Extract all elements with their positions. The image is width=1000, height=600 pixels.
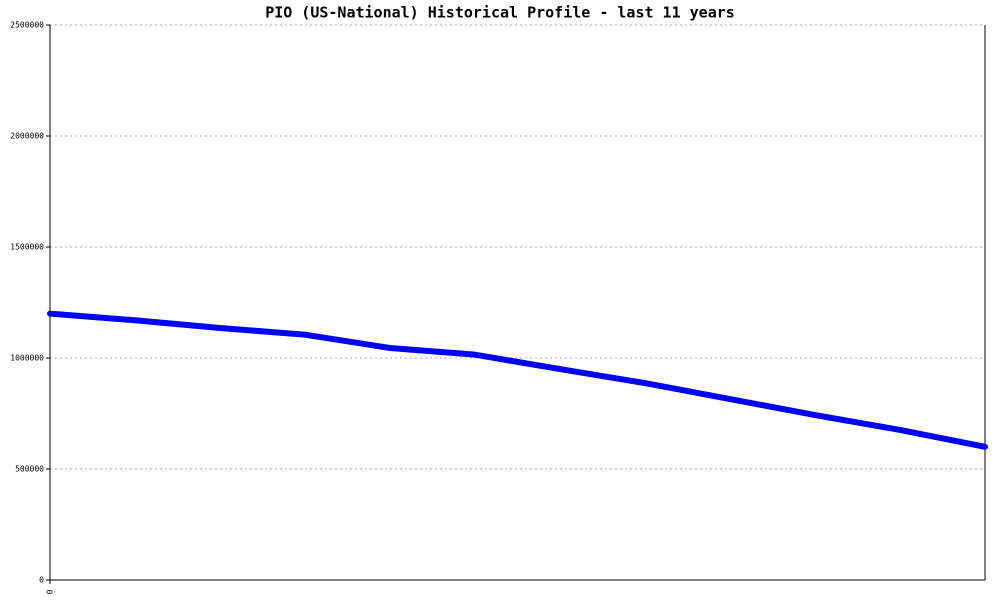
y-tick-label: 2000000 — [10, 132, 44, 141]
chart-title: PIO (US-National) Historical Profile - l… — [265, 4, 735, 22]
y-tick-label: 1000000 — [10, 354, 44, 363]
y-tick-label: 500000 — [15, 465, 44, 474]
y-tick-label: 0 — [39, 576, 44, 585]
y-tick-label: 2500000 — [10, 21, 44, 30]
x-tick-label: 0 — [46, 589, 55, 594]
data-line — [47, 310, 988, 450]
y-tick-label: 1500000 — [10, 243, 44, 252]
